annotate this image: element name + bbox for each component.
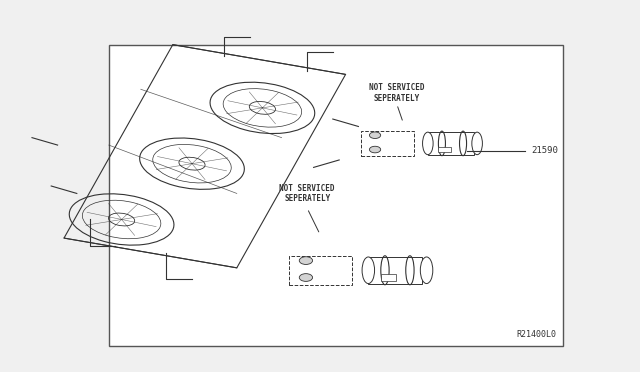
Ellipse shape — [422, 132, 433, 155]
Circle shape — [300, 274, 312, 281]
Text: NOT SERVICED
SEPERATELY: NOT SERVICED SEPERATELY — [280, 184, 335, 203]
FancyBboxPatch shape — [289, 256, 352, 285]
Circle shape — [369, 132, 381, 138]
Ellipse shape — [472, 132, 483, 155]
Text: R21400L0: R21400L0 — [517, 330, 557, 339]
FancyBboxPatch shape — [381, 274, 396, 281]
Text: 21590: 21590 — [531, 146, 558, 155]
Ellipse shape — [420, 257, 433, 283]
Circle shape — [369, 146, 381, 153]
Ellipse shape — [362, 257, 374, 283]
Text: NOT SERVICED
SEPERATELY: NOT SERVICED SEPERATELY — [369, 83, 424, 103]
FancyBboxPatch shape — [109, 45, 563, 346]
FancyBboxPatch shape — [369, 257, 422, 283]
FancyBboxPatch shape — [438, 147, 451, 153]
FancyBboxPatch shape — [361, 131, 414, 155]
Circle shape — [300, 257, 312, 264]
FancyBboxPatch shape — [428, 132, 474, 155]
